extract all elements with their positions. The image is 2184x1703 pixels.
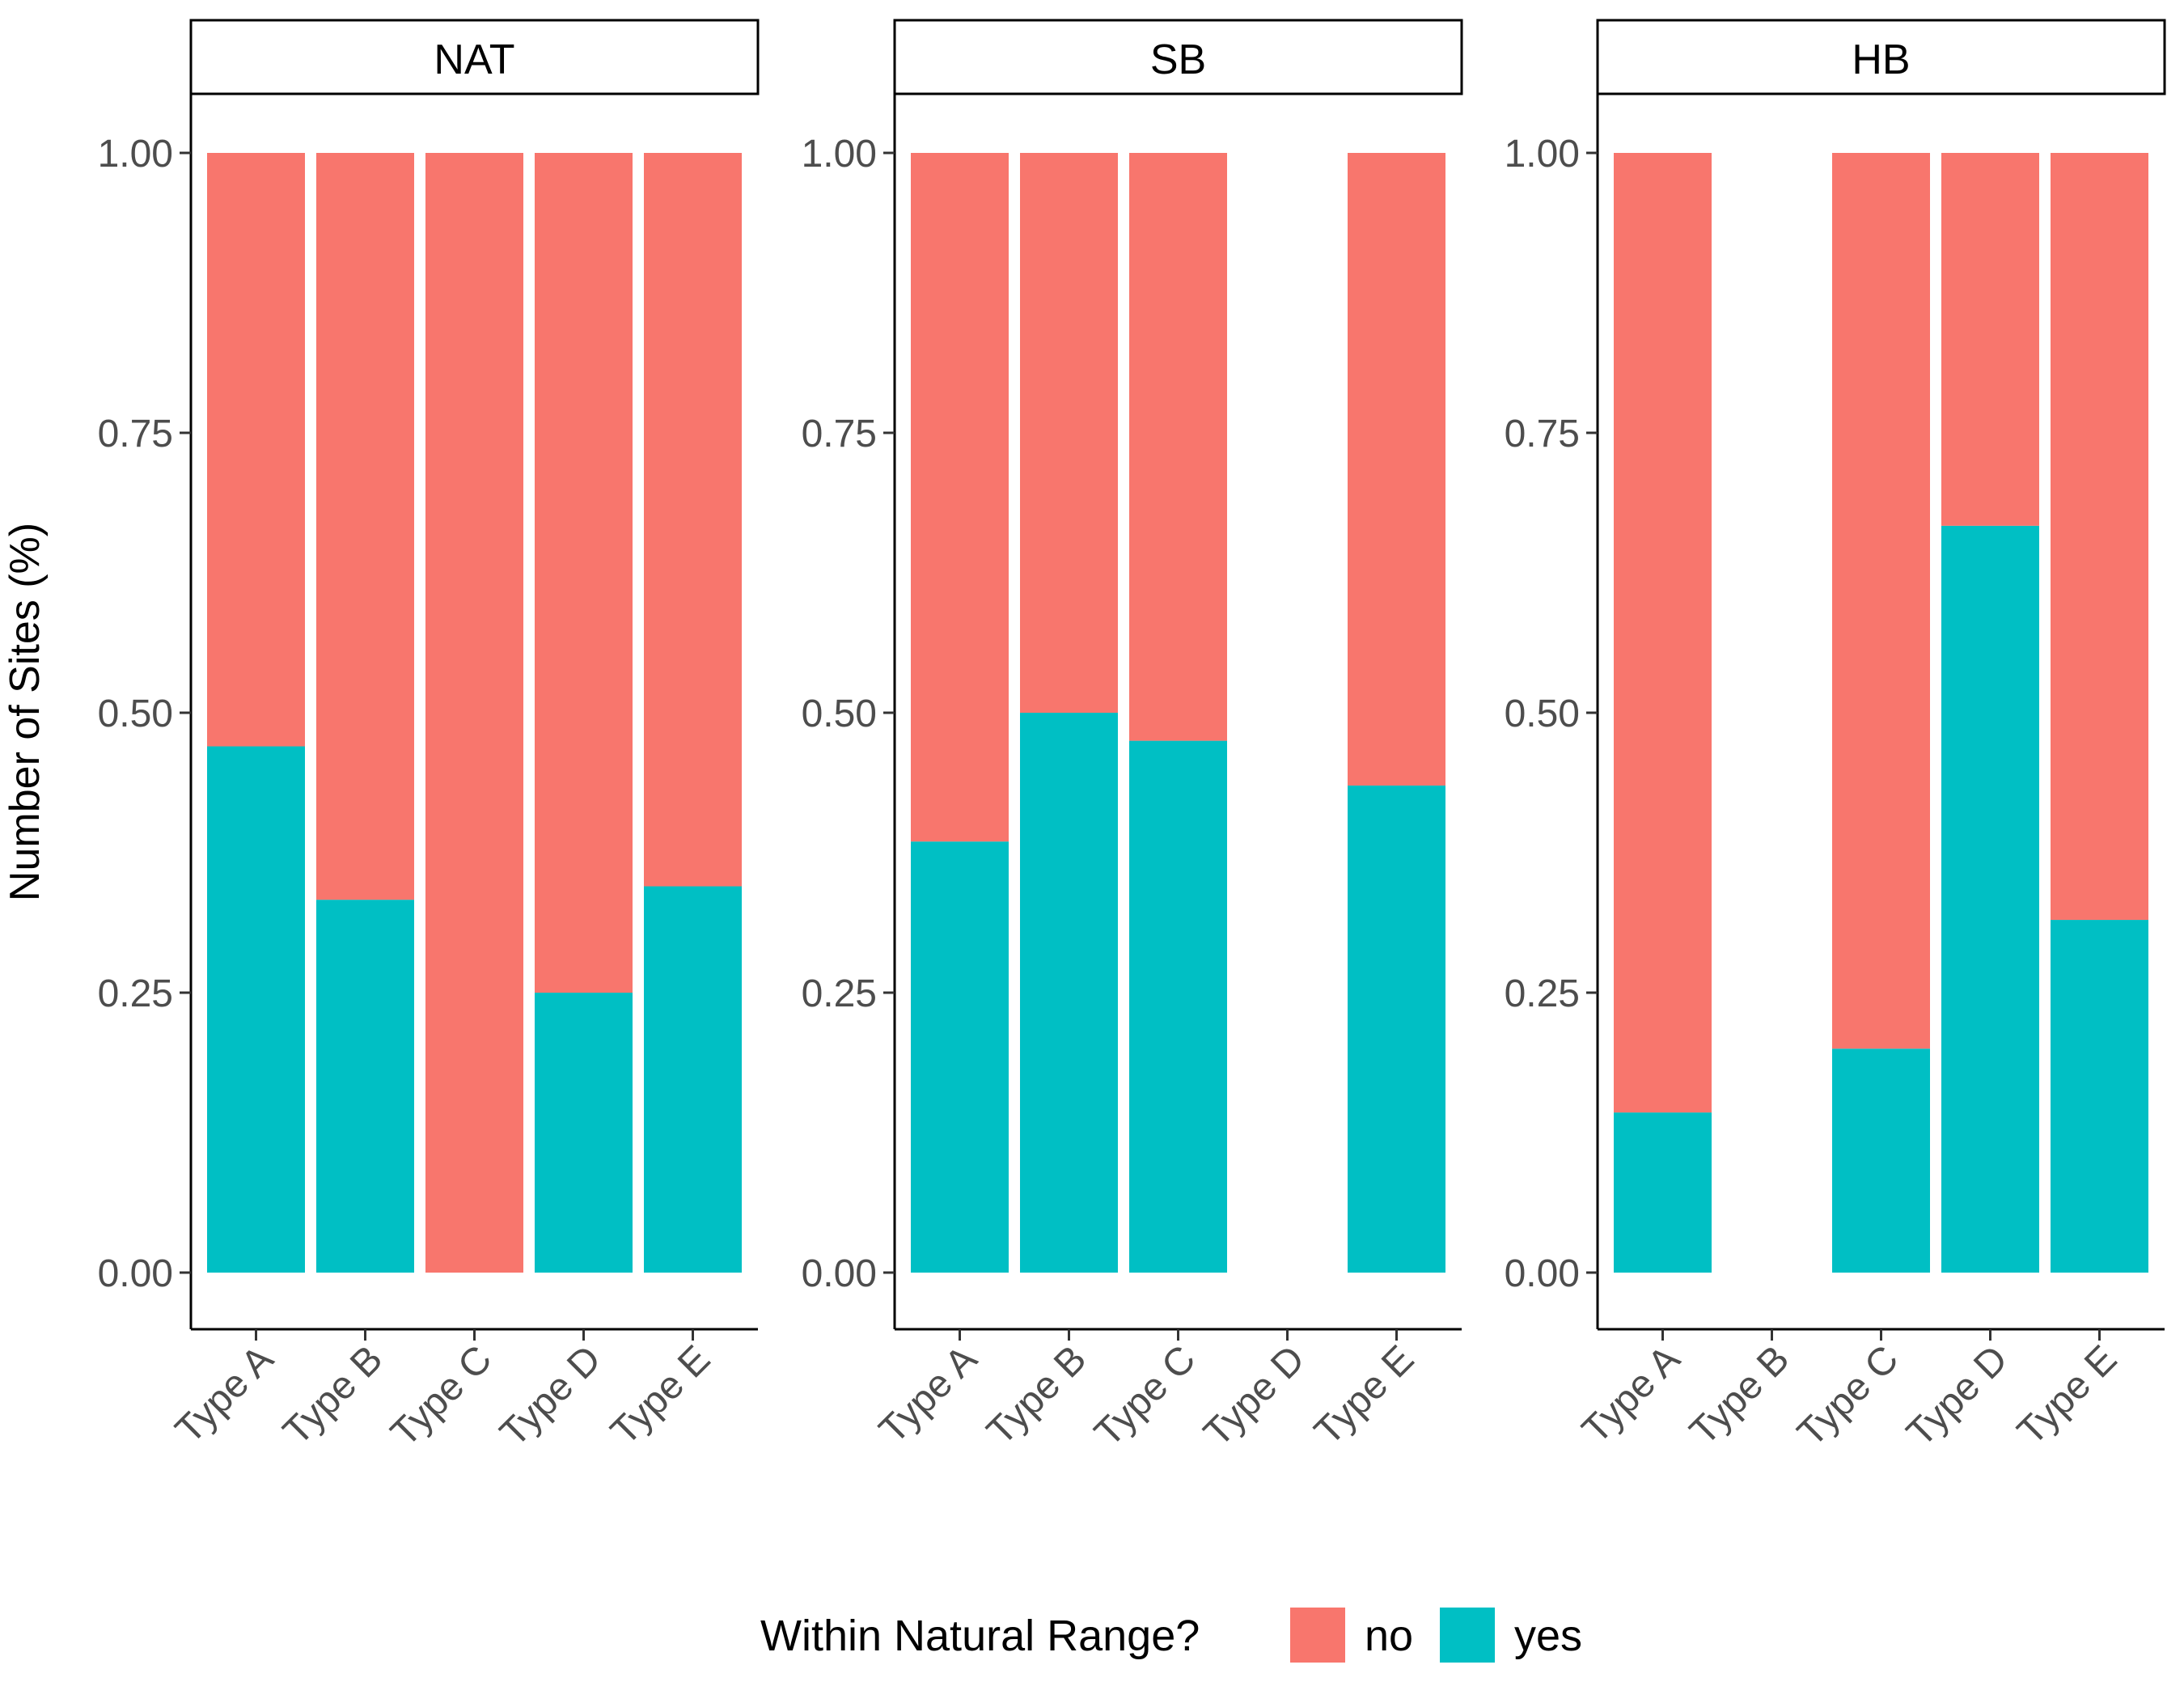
- bar-hb-type-a-yes: [1614, 1112, 1712, 1273]
- y-tick-label: 0.75: [98, 413, 173, 455]
- facet-strip-label: SB: [1150, 36, 1206, 83]
- bar-sb-type-a-yes: [911, 841, 1009, 1273]
- legend-key-yes: [1440, 1608, 1495, 1663]
- bar-nat-type-e-yes: [644, 886, 742, 1273]
- facet-strip-box: [1596, 19, 2166, 95]
- y-tick-label: 0.50: [98, 693, 173, 735]
- bar-nat-type-a-no: [207, 153, 305, 747]
- y-tick-label: 0.75: [802, 413, 877, 455]
- x-tick-label: Type E: [1306, 1337, 1422, 1453]
- x-tick-label: Type A: [871, 1337, 985, 1451]
- bar-sb-type-a-no: [911, 153, 1009, 842]
- x-tick-label: Type D: [1196, 1337, 1313, 1455]
- x-tick-label: Type E: [2009, 1337, 2125, 1453]
- bar-sb-type-b-no: [1020, 153, 1118, 713]
- x-tick-label: Type E: [603, 1337, 718, 1453]
- y-tick-label: 0.00: [98, 1252, 173, 1295]
- x-tick-label: Type D: [492, 1337, 609, 1455]
- legend-label-no: no: [1365, 1612, 1413, 1660]
- y-tick-label: 0.00: [802, 1252, 877, 1295]
- bar-hb-type-c-no: [1832, 153, 1930, 1049]
- facet-strip-label: NAT: [434, 36, 514, 83]
- x-tick-label: Type A: [1574, 1337, 1688, 1451]
- legend-title: Within Natural Range?: [760, 1612, 1200, 1660]
- x-tick-label: Type D: [1898, 1337, 2016, 1455]
- y-tick-label: 0.75: [1505, 413, 1580, 455]
- bar-nat-type-c-no: [425, 153, 523, 1273]
- bar-nat-type-d-no: [535, 153, 633, 993]
- y-tick-label: 0.50: [802, 693, 877, 735]
- bar-hb-type-d-no: [1941, 153, 2039, 526]
- bar-sb-type-c-yes: [1129, 740, 1227, 1273]
- y-tick-label: 1.00: [98, 133, 173, 176]
- y-tick-label: 0.25: [802, 972, 877, 1015]
- x-tick-label: Type A: [167, 1337, 281, 1451]
- x-tick-label: Type B: [275, 1337, 391, 1453]
- bar-hb-type-c-yes: [1832, 1048, 1930, 1273]
- bar-hb-type-d-yes: [1941, 525, 2039, 1273]
- x-tick-label: Type C: [1789, 1337, 1907, 1455]
- facet-strip-box: [189, 19, 760, 95]
- facet-strip-box: [893, 19, 1463, 95]
- y-tick-label: 0.50: [1505, 693, 1580, 735]
- bar-nat-type-b-no: [316, 153, 414, 900]
- bar-hb-type-e-yes: [2051, 920, 2148, 1273]
- legend: Within Natural Range? no yes: [760, 1608, 1582, 1663]
- legend-label-yes: yes: [1514, 1612, 1582, 1660]
- bar-sb-type-b-yes: [1020, 713, 1118, 1273]
- y-axis-title: Number of Sites (%): [2, 523, 49, 901]
- bar-nat-type-b-yes: [316, 900, 414, 1273]
- facet-strip-label: HB: [1852, 36, 1910, 83]
- bar-sb-type-e-yes: [1348, 785, 1445, 1273]
- y-tick-label: 0.00: [1505, 1252, 1580, 1295]
- y-tick-label: 0.25: [1505, 972, 1580, 1015]
- bar-nat-type-e-no: [644, 153, 742, 887]
- x-tick-label: Type C: [383, 1337, 500, 1455]
- bar-sb-type-e-no: [1348, 153, 1445, 786]
- legend-key-no: [1290, 1608, 1345, 1663]
- x-tick-label: Type B: [979, 1337, 1094, 1453]
- bar-hb-type-e-no: [2051, 153, 2148, 921]
- bar-sb-type-c-no: [1129, 153, 1227, 741]
- bar-nat-type-d-yes: [535, 993, 633, 1273]
- bar-nat-type-a-yes: [207, 746, 305, 1273]
- y-tick-label: 0.25: [98, 972, 173, 1015]
- y-tick-label: 1.00: [802, 133, 877, 176]
- x-tick-label: Type C: [1086, 1337, 1204, 1455]
- bar-hb-type-a-no: [1614, 153, 1712, 1113]
- y-tick-label: 1.00: [1505, 133, 1580, 176]
- x-tick-label: Type B: [1682, 1337, 1797, 1453]
